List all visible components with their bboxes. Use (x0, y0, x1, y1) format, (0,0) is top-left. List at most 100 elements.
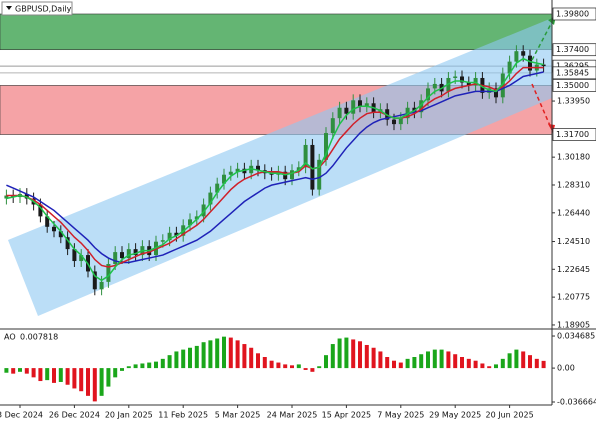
ao-bar (283, 364, 288, 369)
candle-body (521, 51, 526, 56)
y-tick-label: 1.22645 (557, 265, 590, 274)
ao-bar (446, 351, 451, 369)
ao-bar (494, 364, 498, 369)
candle-body (514, 51, 519, 62)
ao-bar (303, 368, 308, 370)
ao-bar (140, 363, 145, 369)
y-tick-label: 1.24510 (557, 237, 590, 246)
candle-body (460, 76, 464, 83)
ao-bar (242, 344, 247, 369)
zone (0, 13, 553, 51)
candle-body (38, 204, 43, 217)
ao-bar (500, 358, 505, 369)
moving-average (6, 71, 544, 264)
ao-bar (385, 357, 390, 369)
ao-bar (276, 362, 281, 369)
ao-bar (120, 368, 124, 371)
y-tick-label: 0.034685 (557, 332, 595, 341)
ao-bar (364, 344, 369, 369)
ao-bar (31, 368, 36, 378)
candle-body (466, 82, 471, 86)
candle-body (494, 88, 498, 98)
candle-body (541, 64, 546, 67)
candle-body (317, 159, 322, 190)
x-tick-label: 24 Mar 2025 (267, 411, 318, 420)
candle-body (344, 107, 349, 114)
candle-body (453, 76, 458, 78)
y-tick-label: 1.18905 (557, 320, 590, 329)
candle-body (99, 281, 104, 290)
x-tick-label: 20 Jun 2025 (486, 411, 534, 420)
candle-body (72, 249, 77, 262)
x-tick-label: 5 Mar 2025 (215, 411, 261, 420)
ao-bar (439, 349, 444, 369)
ao-bar (528, 355, 532, 369)
ao-bar (507, 353, 512, 369)
candle-body (290, 170, 294, 180)
candle-body (222, 174, 226, 184)
candle-body (432, 83, 437, 89)
candle-body (106, 264, 111, 282)
ao-bar (269, 360, 274, 369)
up-arrow (531, 19, 554, 61)
ao-bar (167, 355, 172, 369)
price-marks (4, 45, 546, 296)
price-label: 1.31700 (556, 130, 589, 139)
x-tick-label: 7 May 2025 (377, 411, 424, 420)
ao-bar (378, 351, 383, 369)
ao-bar (310, 368, 315, 372)
candle-body (392, 119, 396, 125)
ao-bar (432, 349, 437, 369)
x-tick-label: 26 Dec 2024 (49, 411, 100, 420)
ao-bar (24, 368, 29, 374)
channel (8, 18, 552, 316)
indicator-title: AO (4, 333, 16, 342)
x-tick-label: 11 Feb 2025 (158, 411, 208, 420)
candle-body (167, 232, 172, 241)
ao-bar (113, 368, 118, 378)
candle-body (58, 231, 63, 238)
ao-bar (154, 361, 158, 369)
ao-bar (133, 364, 138, 369)
candle-body (201, 204, 206, 217)
ao-bar (249, 347, 254, 369)
ao-bar (228, 337, 233, 369)
candle-body (358, 100, 362, 107)
ao-bar (487, 366, 492, 369)
x-tick-label: 29 May 2025 (429, 411, 481, 420)
candle-body (364, 103, 369, 107)
price-label: 1.39800 (556, 9, 589, 18)
ao-bar (18, 368, 22, 372)
ao-bar (337, 338, 342, 369)
candle-body (160, 240, 165, 242)
ao-bar (324, 355, 328, 369)
candle-body (65, 237, 70, 250)
candle-body (256, 165, 260, 171)
candle-body (194, 216, 199, 220)
candle-body (215, 183, 220, 193)
price-label-box (552, 128, 596, 141)
ao-bar (147, 362, 152, 369)
candle-body (303, 144, 308, 168)
candle-body (351, 100, 356, 114)
symbol-menu-icon (6, 6, 12, 10)
y-tick-label: 1.20775 (557, 293, 590, 302)
ao-bar (174, 351, 179, 369)
ao-bar (45, 368, 50, 381)
candle-body (330, 118, 335, 134)
candle-body (337, 107, 342, 119)
moving-average (6, 57, 544, 282)
ao-bar (86, 368, 90, 396)
ao-bar (215, 338, 220, 369)
down-arrow (531, 83, 552, 129)
candle-body (113, 252, 118, 265)
ao-bar (4, 368, 9, 373)
ao-bar (160, 358, 165, 369)
candle-body (133, 249, 138, 256)
candle-body (500, 73, 505, 98)
indicator-value: 0.007818 (20, 333, 58, 342)
candle-body (126, 249, 131, 259)
candle-body (92, 271, 97, 290)
candle-body (79, 255, 84, 262)
